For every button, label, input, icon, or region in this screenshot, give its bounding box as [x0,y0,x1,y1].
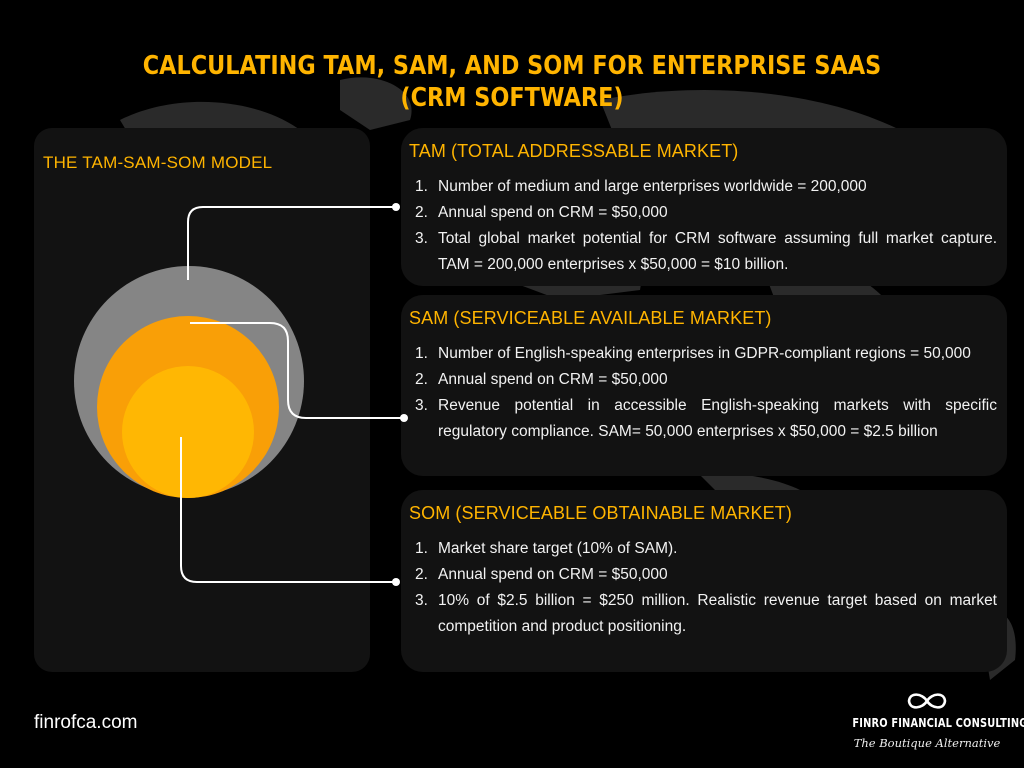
title-line-2: (CRM SOFTWARE) [400,83,624,113]
list-item: 1. Number of English-speaking enterprises… [415,345,971,362]
sam-list: 1. Number of English-speaking enterprises… [415,341,997,445]
sam-card: SAM (SERVICEABLE AVAILABLE MARKET) 1. Num… [401,295,1007,476]
page-title: CALCULATING TAM, SAM, AND SOM FOR ENTERP… [72,50,953,114]
brand-tagline: The Boutique Alternative [853,736,1001,750]
brand-name: FINRO FINANCIAL CONSULTING [852,716,1024,730]
list-item: 3. Total global market potential for CRM … [415,230,997,273]
list-item: 1. Market share target (10% of SAM). [415,540,678,557]
som-list: 1. Market share target (10% of SAM). 2. An… [415,536,997,640]
tam-connector-dot [392,203,400,211]
som-title: SOM (SERVICEABLE OBTAINABLE MARKET) [409,503,792,523]
title-line-1: CALCULATING TAM, SAM, AND SOM FOR ENTERP… [142,51,882,81]
list-item: 2. Annual spend on CRM = $50,000 [415,566,668,583]
tam-list: 1. Number of medium and large enterprises… [415,174,997,278]
list-item: 2. Annual spend on CRM = $50,000 [415,204,668,221]
sam-title: SAM (SERVICEABLE AVAILABLE MARKET) [409,308,772,328]
website-url[interactable]: finrofca.com [34,712,138,733]
infinity-icon [907,693,947,709]
model-panel-title: THE TAM-SAM-SOM MODEL [43,153,273,172]
list-item: 3. Revenue potential in accessible Englis… [415,397,997,440]
model-panel: THE TAM-SAM-SOM MODEL [34,128,370,672]
som-card: SOM (SERVICEABLE OBTAINABLE MARKET) 1. Ma… [401,490,1007,672]
tam-title: TAM (TOTAL ADDRESSABLE MARKET) [409,141,739,161]
brand-block: FINRO FINANCIAL CONSULTING The Boutique … [836,690,1024,750]
list-item: 1. Number of medium and large enterprises… [415,178,867,195]
som-connector-dot [392,578,400,586]
tam-card: TAM (TOTAL ADDRESSABLE MARKET) 1. Number … [401,128,1007,286]
list-item: 2. Annual spend on CRM = $50,000 [415,371,668,388]
list-item: 3. 10% of $2.5 billion = $250 million. Re… [415,592,997,635]
